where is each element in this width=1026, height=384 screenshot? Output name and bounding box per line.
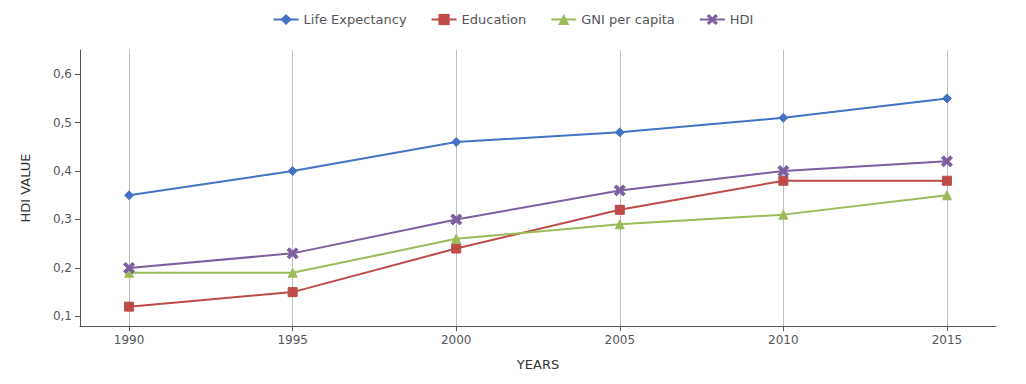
svg-text:Education: Education <box>462 12 527 27</box>
svg-text:0,5: 0,5 <box>53 116 72 130</box>
svg-text:2000: 2000 <box>441 333 472 347</box>
svg-text:0,2: 0,2 <box>53 261 72 275</box>
svg-text:GNI per capita: GNI per capita <box>581 12 675 27</box>
svg-text:1990: 1990 <box>114 333 145 347</box>
svg-text:HDI VALUE: HDI VALUE <box>18 153 33 222</box>
svg-text:Life Expectancy: Life Expectancy <box>304 12 407 27</box>
svg-text:0,4: 0,4 <box>53 164 72 178</box>
svg-text:2005: 2005 <box>605 333 636 347</box>
svg-text:2010: 2010 <box>768 333 799 347</box>
svg-text:2015: 2015 <box>932 333 963 347</box>
svg-text:0,3: 0,3 <box>53 212 72 226</box>
svg-text:0,6: 0,6 <box>53 67 72 81</box>
svg-text:1995: 1995 <box>277 333 308 347</box>
svg-text:YEARS: YEARS <box>516 357 559 372</box>
svg-text:HDI: HDI <box>730 12 754 27</box>
svg-text:0,1: 0,1 <box>53 309 72 323</box>
